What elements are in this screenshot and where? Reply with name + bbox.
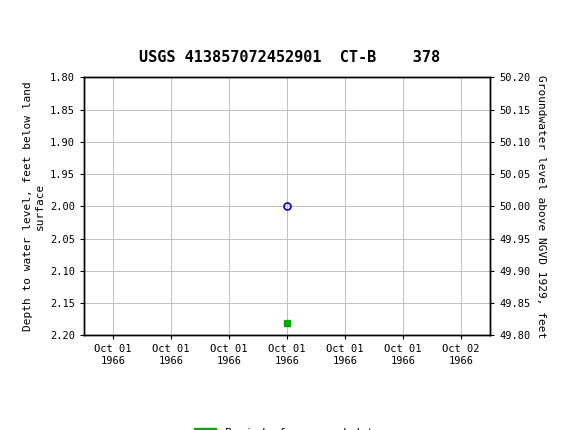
Y-axis label: Depth to water level, feet below land
surface: Depth to water level, feet below land su…: [23, 82, 45, 331]
Y-axis label: Groundwater level above NGVD 1929, feet: Groundwater level above NGVD 1929, feet: [536, 75, 546, 338]
Legend: Period of approved data: Period of approved data: [190, 424, 385, 430]
Text: USGS: USGS: [28, 10, 88, 29]
Text: USGS 413857072452901  CT-B    378: USGS 413857072452901 CT-B 378: [139, 49, 441, 64]
